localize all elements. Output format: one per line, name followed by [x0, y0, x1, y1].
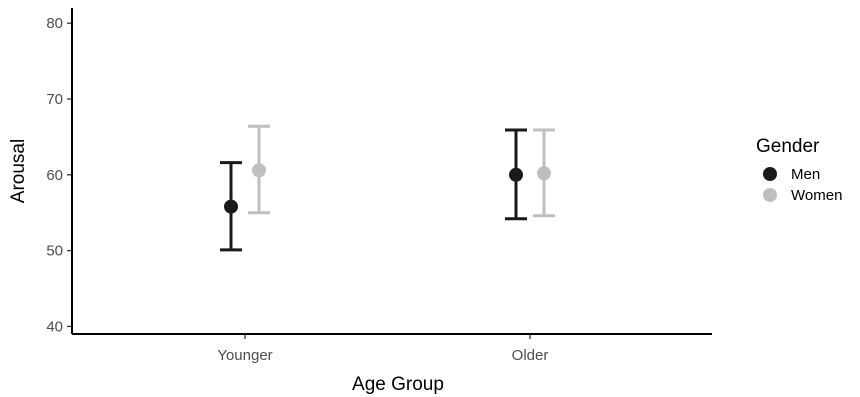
x-tick-label: Younger — [217, 347, 272, 364]
y-tick-label: 80 — [46, 15, 63, 32]
point-women-older — [537, 166, 551, 181]
y-tick-label: 70 — [46, 91, 63, 108]
legend-label-women: Women — [791, 187, 842, 204]
legend-key-women — [763, 188, 777, 202]
point-men-older — [509, 167, 523, 182]
legend: Gender Men Women — [756, 136, 842, 204]
point-men-younger — [224, 199, 238, 214]
x-axis-ticks: Younger Older — [217, 334, 548, 364]
legend-label-men: Men — [791, 166, 820, 183]
x-tick-label: Older — [512, 347, 549, 364]
y-axis-ticks: 40 50 60 70 80 — [46, 15, 72, 335]
y-tick-label: 40 — [46, 318, 63, 335]
x-axis-title: Age Group — [352, 374, 444, 395]
y-axis-title: Arousal — [8, 139, 29, 203]
y-tick-label: 50 — [46, 243, 63, 260]
y-tick-label: 60 — [46, 167, 63, 184]
legend-title: Gender — [756, 136, 820, 157]
plot-marks — [220, 124, 555, 252]
legend-key-men — [763, 167, 777, 181]
point-women-younger — [252, 163, 266, 178]
